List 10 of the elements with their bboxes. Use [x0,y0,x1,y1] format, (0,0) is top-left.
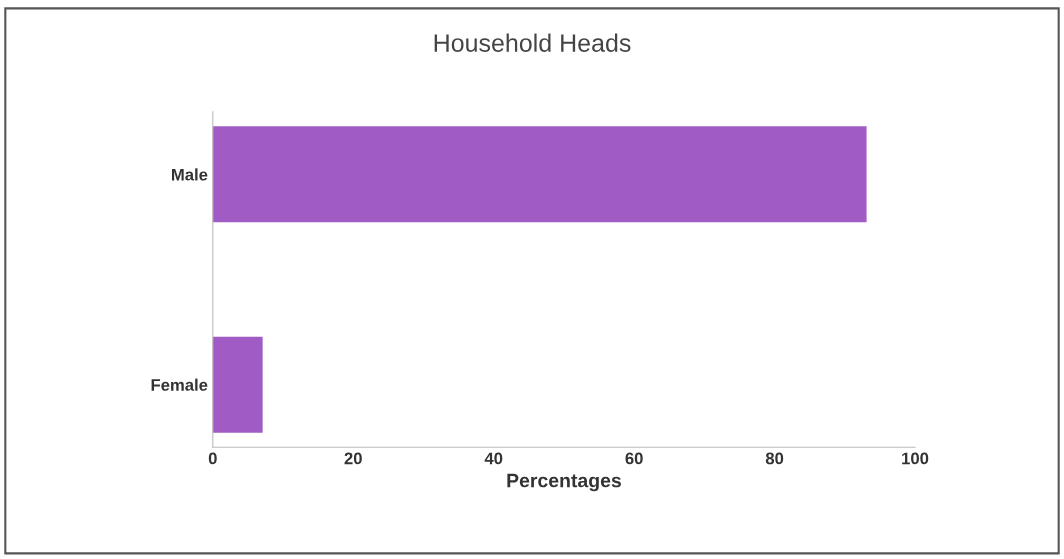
x-tick-label: 20 [344,452,362,465]
x-tick-label: 40 [484,452,503,465]
chart-title: Household Heads [434,33,631,52]
x-tick-label: 60 [625,452,643,465]
y-tick-label: Male [172,168,208,181]
x-tick-label: 100 [902,452,929,465]
x-tick-label: 80 [765,452,784,465]
x-axis-title: Percentages [507,473,621,492]
x-tick-label: 0 [208,452,217,465]
y-tick-label: Female [151,378,208,391]
